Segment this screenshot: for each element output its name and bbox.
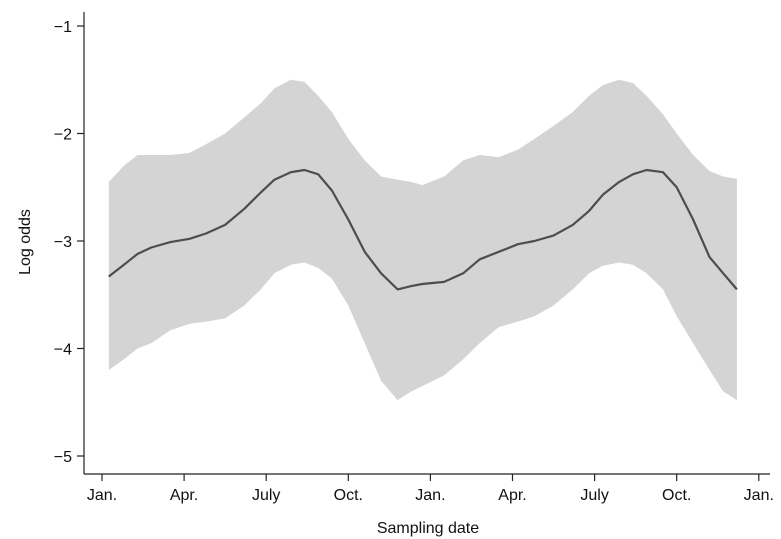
y-tick-label: −1	[54, 19, 72, 36]
confidence-band	[108, 79, 737, 401]
x-tick-label: Oct.	[334, 487, 363, 504]
y-tick-label: −5	[54, 449, 72, 466]
trend-line-layer	[108, 168, 738, 291]
x-tick-label: July	[580, 487, 608, 504]
x-tick-label: Jan.	[744, 487, 774, 504]
x-tick-label: July	[252, 487, 280, 504]
tick-labels: −1 −2 −3 −4 −5 Jan. Apr. July Oct. Jan. Apr. July Oc…	[54, 19, 774, 504]
confidence-band-layer	[108, 79, 737, 401]
log-odds-line	[108, 168, 738, 291]
x-tick-label: Apr.	[170, 487, 198, 504]
x-tick-label: Jan.	[415, 487, 445, 504]
y-tick-label: −4	[54, 342, 72, 359]
x-tick-label: Oct.	[662, 487, 691, 504]
axes	[77, 12, 770, 481]
x-axis-label: Sampling date	[377, 520, 479, 537]
x-tick-label: Apr.	[498, 487, 526, 504]
y-tick-label: −2	[54, 127, 72, 144]
y-tick-label: −3	[54, 234, 72, 251]
x-tick-label: Jan.	[87, 487, 117, 504]
y-axis-label: Log odds	[17, 209, 34, 275]
